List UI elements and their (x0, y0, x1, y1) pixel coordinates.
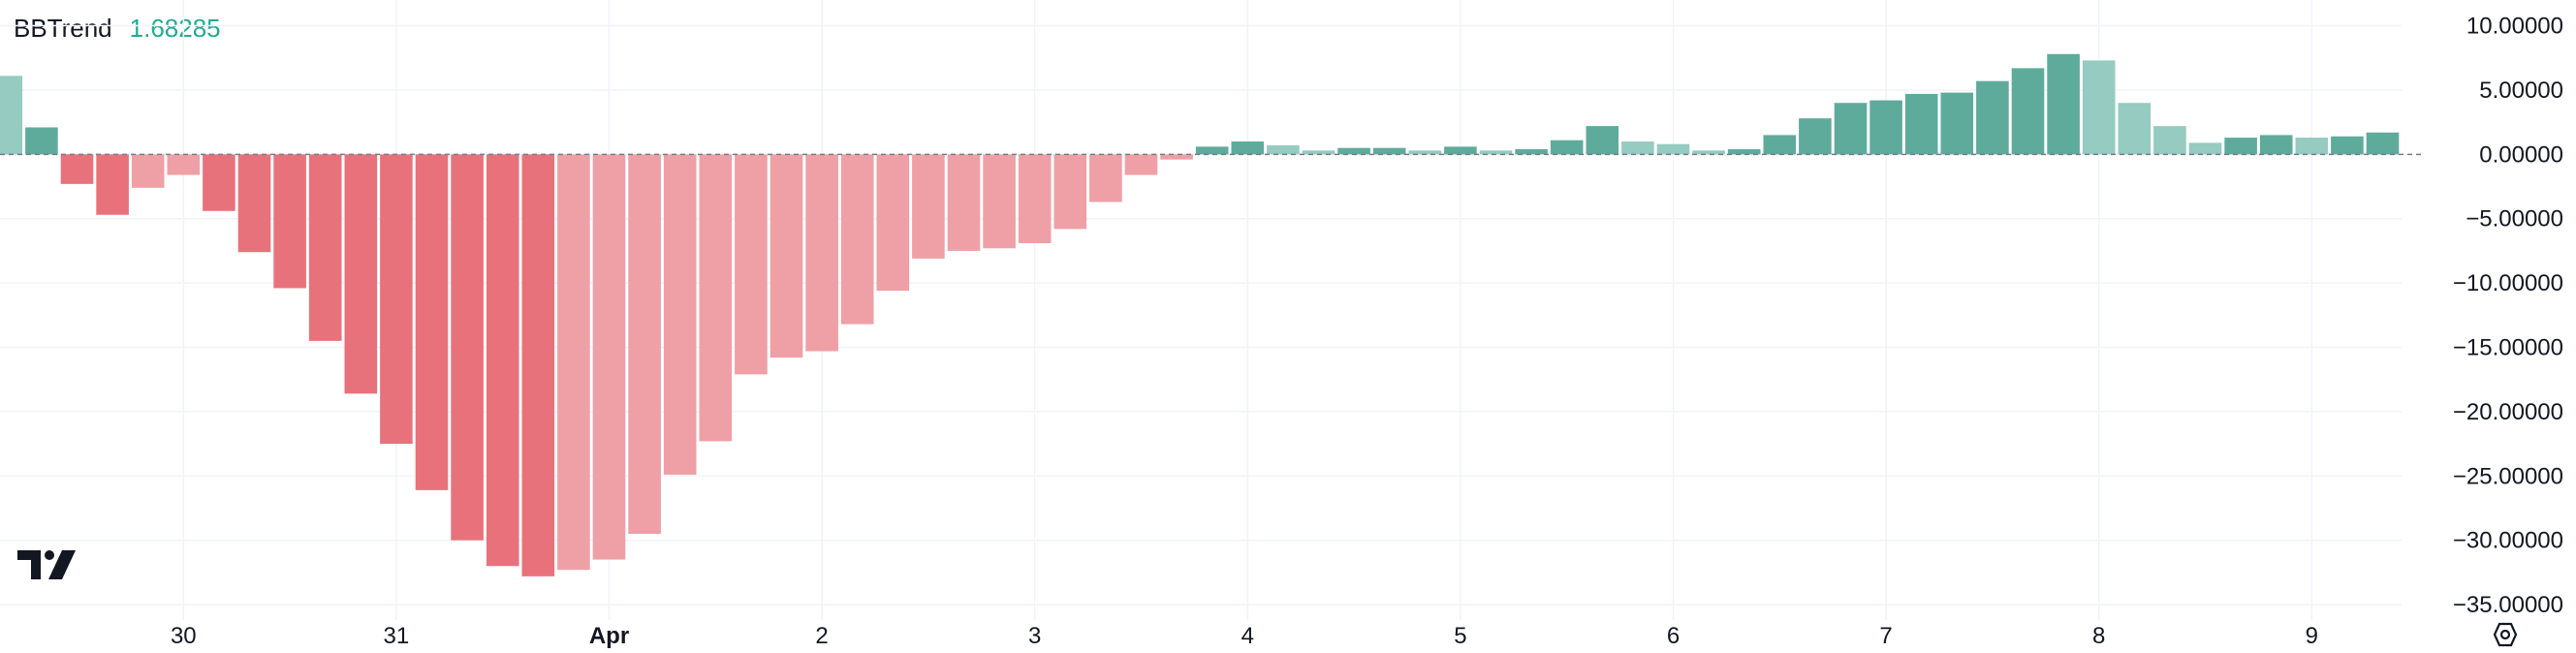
x-axis: 30 31 Apr 2 3 4 5 6 7 8 9 (171, 623, 2318, 649)
histogram-bar (1372, 147, 1406, 155)
histogram-bar (1160, 154, 1193, 160)
y-tick-label: 10.00000 (2466, 14, 2563, 40)
histogram-bar (2011, 68, 2045, 155)
histogram-bar (805, 154, 838, 352)
histogram-bar (451, 154, 484, 541)
x-tick-label: Apr (589, 623, 629, 649)
histogram-bar (1195, 146, 1229, 155)
histogram-bar (344, 154, 378, 394)
y-tick-label: −10.00000 (2453, 270, 2563, 296)
settings-hexagon-icon[interactable] (2493, 622, 2518, 647)
histogram-bar (2047, 53, 2080, 155)
histogram-bar (1053, 154, 1087, 230)
histogram-bar (876, 154, 910, 292)
y-tick-label: −35.00000 (2453, 592, 2563, 618)
histogram-bar (912, 154, 945, 259)
histogram-bar (2295, 138, 2329, 155)
histogram-bar (1124, 154, 1158, 175)
histogram-bar (2082, 60, 2116, 155)
histogram-bar (557, 154, 590, 571)
histogram-bar (2153, 126, 2186, 155)
histogram-bar (521, 154, 555, 576)
indicator-value: 1.68285 (129, 14, 221, 43)
histogram-bar (60, 154, 94, 184)
histogram-bar (628, 154, 661, 535)
x-tick-label: 9 (2306, 623, 2318, 649)
histogram-bar (167, 154, 201, 175)
indicator-name: BBTrend (14, 14, 112, 43)
histogram-bar (592, 154, 626, 560)
x-tick-label: 31 (384, 623, 410, 649)
histogram-bar (2366, 132, 2400, 155)
histogram-bar (1018, 154, 1052, 243)
y-axis: 10.00000 5.00000 0.00000 −5.00000 −10.00000 −… (2453, 14, 2563, 619)
histogram-bar (1479, 150, 1513, 155)
histogram-bar (1656, 143, 1690, 155)
x-tick-label: 3 (1028, 623, 1041, 649)
histogram-bar (1869, 100, 1902, 155)
histogram-bar (2259, 135, 2293, 155)
histogram-bar (237, 154, 271, 253)
histogram-bar (1799, 118, 1832, 155)
histogram-bar (663, 154, 697, 475)
histogram-bar (1408, 150, 1442, 155)
histogram-bar (2118, 103, 2152, 155)
histogram-bar (25, 127, 58, 155)
x-tick-label: 5 (1454, 623, 1466, 649)
histogram-bar (1089, 154, 1122, 202)
histogram-bar (699, 154, 733, 442)
histogram-bar (1586, 126, 1619, 155)
histogram-bar (131, 154, 165, 188)
histogram-bar (415, 154, 449, 490)
y-tick-label: 0.00000 (2479, 141, 2563, 168)
histogram-bar (1940, 92, 1974, 155)
x-tick-label: 6 (1667, 623, 1680, 649)
histogram-bar (1976, 80, 2009, 155)
histogram-bar (380, 154, 413, 445)
histogram-bar (96, 154, 129, 215)
histogram-bar (1692, 150, 1725, 155)
x-tick-label: 30 (171, 623, 197, 649)
histogram-bar (1834, 103, 1868, 155)
histogram-bar (1231, 141, 1265, 155)
histogram-bar (840, 154, 874, 325)
x-tick-label: 2 (815, 623, 828, 649)
histogram-bar (2188, 142, 2222, 155)
histogram-bar (1267, 145, 1300, 155)
histogram-bar (0, 76, 23, 155)
indicator-legend: BBTrend 1.68285 (14, 14, 221, 44)
histogram-bar (1515, 149, 1548, 155)
histogram-bar (735, 154, 768, 375)
histogram-bar (1337, 147, 1370, 155)
histogram-bar (1550, 140, 1584, 155)
y-tick-label: −25.00000 (2453, 463, 2563, 489)
x-tick-label: 8 (2092, 623, 2105, 649)
histogram-bar (1763, 135, 1797, 155)
histogram-bar (1904, 93, 1938, 155)
histogram-bar (2331, 136, 2364, 155)
histogram-bar (770, 154, 803, 358)
y-tick-label: −5.00000 (2466, 206, 2563, 233)
x-tick-label: 7 (1879, 623, 1892, 649)
histogram-bar (983, 154, 1016, 249)
tradingview-logo-icon[interactable] (17, 550, 76, 579)
histogram-bar (1727, 149, 1761, 155)
histogram-bar (308, 154, 342, 341)
histogram-bar (273, 154, 306, 289)
histogram-bar (203, 154, 236, 211)
x-tick-label: 4 (1241, 623, 1254, 649)
y-tick-label: 5.00000 (2479, 78, 2563, 104)
histogram-bar (1444, 146, 1477, 155)
histogram-bar (1302, 150, 1335, 155)
histogram-bar (2224, 138, 2257, 155)
y-tick-label: −20.00000 (2453, 399, 2563, 425)
histogram-bar (947, 154, 981, 251)
histogram-bars (0, 53, 2400, 576)
histogram-bar (1621, 141, 1654, 155)
y-tick-label: −30.00000 (2453, 528, 2563, 554)
histogram-bar (486, 154, 519, 567)
y-tick-label: −15.00000 (2453, 335, 2563, 361)
